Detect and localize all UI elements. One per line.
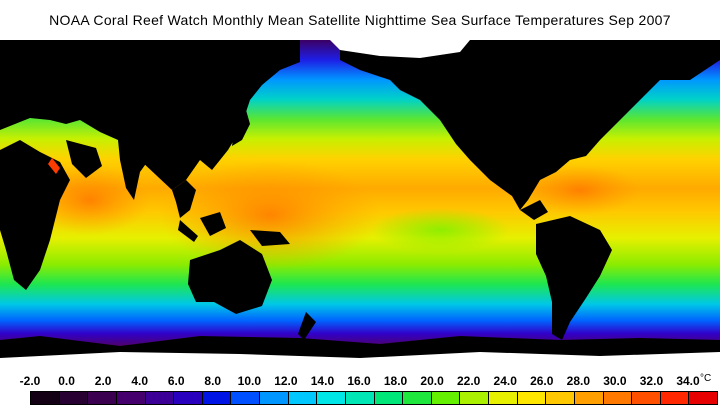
map-title: NOAA Coral Reef Watch Monthly Mean Satel… [49,12,671,28]
colorbar-swatch [345,392,375,404]
colorbar-tick-label: 0.0 [58,374,75,388]
east-pacific-cool-tongue [370,208,510,252]
land-north-america [340,40,720,210]
colorbar-tick-label: 18.0 [383,374,408,388]
colorbar-tick-label: 28.0 [566,374,591,388]
land-sumatra [178,220,198,242]
colorbar-swatch [31,392,60,404]
colorbar-tick-label: 14.0 [310,374,335,388]
sst-world-map [0,40,720,370]
colorbar-swatch [145,392,175,404]
colorbar-tick-label: 24.0 [493,374,517,388]
land-greenland [600,40,690,84]
colorbar-tick-label: 6.0 [167,374,185,388]
colorbar-tick-label: 16.0 [347,374,371,388]
colorbar-swatch [431,392,461,404]
colorbar-swatch [632,392,661,404]
ice-antarctic [0,352,720,370]
colorbar-tick-label: 10.0 [237,374,262,388]
colorbar-swatch [231,392,260,404]
land-southeast-asia [172,180,196,218]
temperature-unit: °C [700,373,712,384]
land-africa [0,140,70,290]
colorbar-swatch [660,392,690,404]
colorbar-tick-label: 12.0 [274,374,298,388]
colorbar-swatch [317,392,346,404]
colorbar-swatch [574,392,604,404]
colorbar-swatch [603,392,633,404]
land-india [118,140,150,200]
land-japan [232,110,250,146]
colorbar-swatch [546,392,575,404]
land-new-guinea [250,230,290,246]
colorbar-swatch [374,392,404,404]
red-sea [48,158,60,174]
colorbar-swatch [288,392,318,404]
land-south-america [536,216,612,340]
land-eurasia-north [0,40,300,190]
colorbar-swatch [517,392,547,404]
colorbar-tick-label: 8.0 [204,374,222,388]
temperature-colorbar [30,391,718,405]
colorbar-swatch [174,392,203,404]
colorbar-tick-label: 2.0 [94,374,112,388]
colorbar-tick-label: 26.0 [530,374,554,388]
land-australia [188,240,272,314]
colorbar-swatch [116,392,146,404]
colorbar-swatch [460,392,489,404]
colorbar-tick-labels: -2.0 0.0 2.0 4.0 6.0 8.0 10.0 12.0 14.0 16.0 18.0 2… [0,374,720,390]
atlantic-warm-area [520,165,640,215]
land-new-zealand [298,312,316,340]
west-pacific-warm-pool [160,160,380,270]
colorbar-tick-label: 34.0 [676,374,700,388]
colorbar-swatch [260,392,289,404]
colorbar-swatch [202,392,232,404]
colorbar-tick-label: 22.0 [456,374,481,388]
colorbar-swatch [689,392,717,404]
colorbar-tick-label: 30.0 [603,374,627,388]
colorbar-tick-label: 32.0 [639,374,664,388]
colorbar-swatch [403,392,432,404]
land-arabia [66,140,102,178]
colorbar-tick-label: 4.0 [131,374,148,388]
land-central-america [520,200,548,220]
land-borneo [200,212,226,236]
colorbar-tick-label: -2.0 [19,374,41,388]
land-masses [0,40,720,370]
colorbar-tick-label: 20.0 [420,374,444,388]
ice-arctic [330,40,470,58]
sea-ice [0,40,720,370]
colorbar-swatch [88,392,117,404]
colorbar-swatch [489,392,518,404]
colorbar-swatch [59,392,89,404]
